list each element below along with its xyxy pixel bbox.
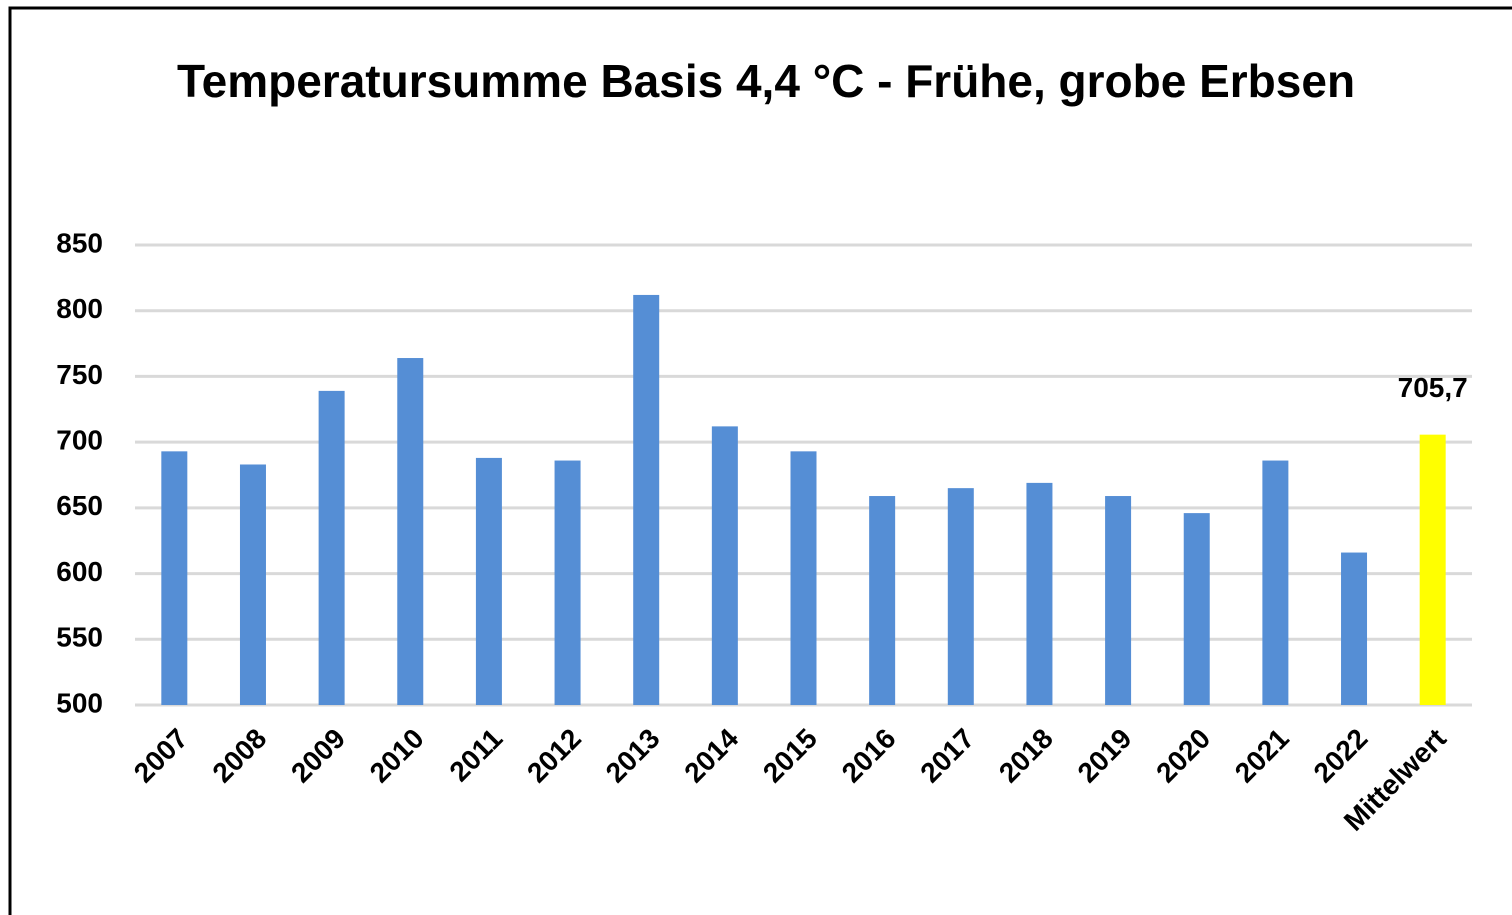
y-tick-label: 500	[56, 687, 103, 718]
x-tick-label: 2007	[128, 723, 194, 789]
bar	[869, 496, 896, 705]
x-tick-label: 2012	[521, 723, 587, 789]
bar	[1419, 434, 1446, 705]
x-tick-label: 2011	[444, 723, 509, 788]
x-tick-label: 2013	[600, 723, 666, 789]
bar	[475, 457, 502, 705]
x-tick-label: 2008	[206, 723, 272, 789]
bar	[1026, 482, 1053, 705]
x-tick-label: 2016	[836, 723, 902, 789]
bar	[947, 488, 974, 705]
bar	[1105, 496, 1132, 705]
y-tick-label: 700	[56, 425, 103, 456]
bar	[1183, 513, 1210, 705]
x-tick-label: 2010	[364, 723, 430, 789]
x-tick-label: 2020	[1150, 723, 1216, 789]
x-tick-label: 2014	[678, 722, 744, 788]
x-tick-label: 2017	[914, 723, 980, 789]
x-tick-label: 2015	[757, 723, 823, 789]
y-tick-label: 800	[56, 293, 103, 324]
y-tick-label: 550	[56, 622, 103, 653]
bar	[1341, 552, 1368, 705]
x-tick-label: 2009	[285, 723, 351, 789]
bar	[161, 451, 188, 705]
bar	[318, 390, 345, 705]
bar	[790, 451, 817, 705]
y-tick-label: 750	[56, 359, 103, 390]
y-tick-label: 600	[56, 556, 103, 587]
bar	[633, 294, 660, 705]
data-label: 705,7	[1398, 372, 1468, 403]
x-tick-label: 2018	[993, 723, 1059, 789]
chart-frame	[8, 6, 1512, 915]
bar	[554, 460, 581, 705]
x-tick-label: 2019	[1072, 723, 1138, 789]
bar	[239, 464, 266, 705]
y-tick-label: 650	[56, 490, 103, 521]
chart-title: Temperatursumme Basis 4,4 °C - Frühe, gr…	[176, 55, 1356, 107]
bar	[1262, 460, 1289, 705]
bar	[397, 358, 424, 705]
y-tick-label: 850	[56, 227, 103, 258]
x-tick-label: 2022	[1308, 723, 1374, 789]
bar	[711, 426, 738, 705]
x-tick-label: 2021	[1229, 723, 1295, 789]
